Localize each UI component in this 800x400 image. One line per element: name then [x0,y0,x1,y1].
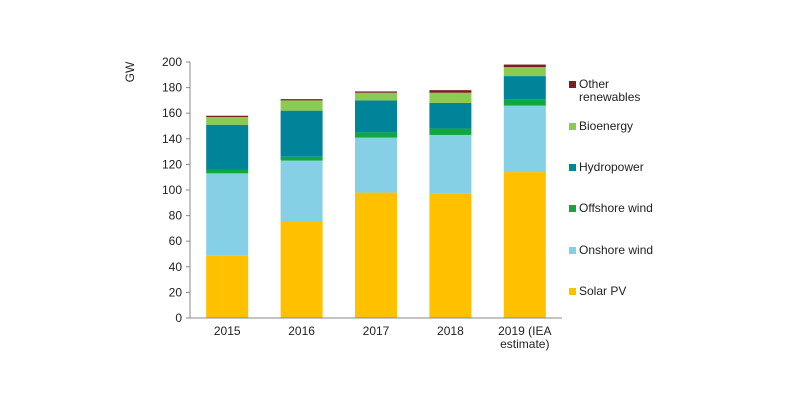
bar-segment-offshore-wind [206,169,249,174]
legend-label: Onshore wind [579,243,653,257]
legend-label: Solar PV [579,284,626,298]
bar-segment-hydropower [206,124,249,170]
bar-segment-onshore-wind [280,160,323,222]
legend-label: Hydropower [579,160,644,174]
bar-segment-offshore-wind [355,132,397,138]
bar-segment-offshore-wind [280,156,323,161]
y-tick-label: 100 [162,183,182,197]
y-tick-label: 0 [175,311,182,325]
bar-segment-bioenergy [355,92,397,101]
y-tick-label: 80 [169,209,183,223]
bar-segment-onshore-wind [355,137,397,193]
bar-segment-offshore-wind [429,128,472,135]
y-tick-label: 140 [162,132,182,146]
x-tick-label: estimate) [500,337,549,351]
x-tick-label: 2019 (IEA [498,324,551,338]
y-tick-label: 60 [169,234,183,248]
bars [206,64,546,318]
y-axis: 0 20 40 60 80 100 120 140 160 180 200 [162,55,191,325]
bar-segment-bioenergy [503,67,546,77]
legend-swatch-onshore-wind [569,247,576,254]
bar-segment-solar-pv [206,255,249,318]
bar-segment-onshore-wind [429,134,472,194]
legend-label: Offshore wind [579,201,653,215]
y-axis-label: GW [123,61,137,82]
bar-segment-bioenergy [429,92,472,103]
bar-segment-solar-pv [503,172,546,318]
legend-swatch-solar-pv [569,288,576,295]
y-tick-label: 160 [162,106,182,120]
x-tick-label: 2017 [363,324,390,338]
bar-segment-hydropower [355,100,397,133]
x-tick-label: 2015 [214,324,241,338]
legend-label: Bioenergy [579,119,633,133]
bar-segment-other-renewables [206,115,249,118]
bar-segment-other-renewables [280,99,323,101]
y-tick-label: 120 [162,157,182,171]
bar-segment-hydropower [429,102,472,129]
y-tick-label: 200 [162,55,182,69]
legend-swatch-hydropower [569,164,576,171]
bar-segment-solar-pv [355,192,397,318]
bar-segment-other-renewables [355,91,397,93]
bar-segment-bioenergy [280,100,323,111]
bar-segment-solar-pv [429,193,472,318]
x-tick-label: 2016 [288,324,315,338]
bar-segment-other-renewables [503,64,546,68]
legend-swatch-offshore-wind [569,205,576,212]
legend-label: renewables [579,90,640,104]
x-tick-label: 2018 [437,324,464,338]
legend-label: Other [579,77,609,91]
legend-swatch-bioenergy [569,123,576,130]
y-tick-label: 40 [169,260,183,274]
bar-segment-hydropower [280,110,323,157]
bar-segment-onshore-wind [503,105,546,173]
y-tick-label: 20 [169,285,183,299]
bar-segment-solar-pv [280,222,323,318]
y-tick-label: 180 [162,81,182,95]
legend-swatch-other-renewables [569,81,576,88]
bar-segment-other-renewables [429,90,472,93]
bar-segment-bioenergy [206,117,249,125]
bar-segment-offshore-wind [503,99,546,106]
bar-segment-hydropower [503,76,546,100]
bar-segment-onshore-wind [206,173,249,256]
